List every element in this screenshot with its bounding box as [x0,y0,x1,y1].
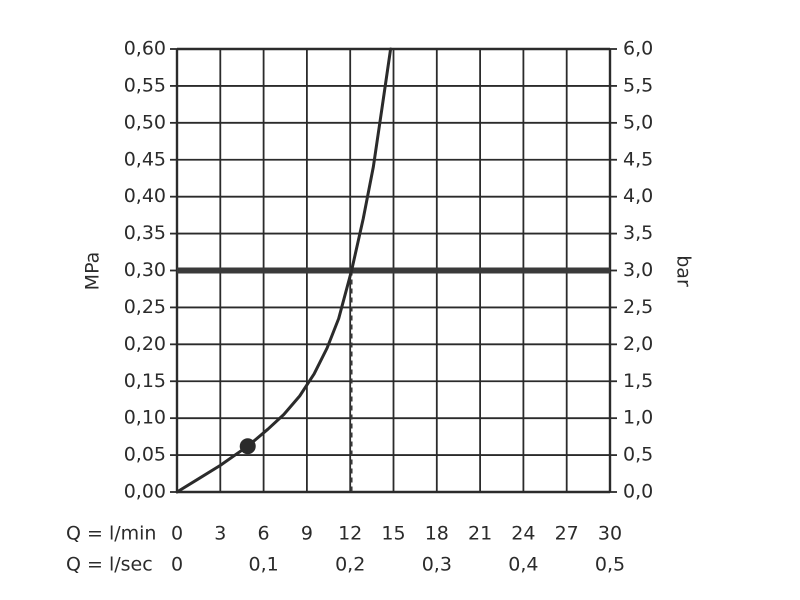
x-tick-label-lsec: 0,1 [248,554,278,576]
y-tick-label-right: 3,0 [623,259,653,281]
x-tick-label-lsec: 0,3 [422,554,452,576]
y-tick-label-left: 0,35 [124,222,166,244]
x-tick-label-lsec: 0,2 [335,554,365,576]
y-tick-label-right: 1,5 [623,370,653,392]
y-tick-label-right: 4,0 [623,185,653,207]
y-tick-label-left: 0,60 [124,38,166,60]
x-tick-label-lmin: 6 [258,523,270,545]
x-tick-label-lmin: 15 [381,523,405,545]
x-axis-row1-label: Q = l/min [66,523,156,545]
series-line [175,47,393,494]
y-tick-label-left: 0,45 [124,148,166,170]
data-point-marker [239,438,256,455]
x-tick-label-lmin: 18 [425,523,449,545]
x-tick-label-lmin: 30 [598,523,622,545]
y-tick-label-right: 2,0 [623,333,653,355]
x-tick-label-lmin: 27 [555,523,579,545]
series [175,47,610,494]
x-tick-label-lsec: 0,4 [508,554,538,576]
y-tick-label-left: 0,40 [124,185,166,207]
y-tick-label-left: 0,30 [124,259,166,281]
y-tick-label-left: 0,20 [124,333,166,355]
x-tick-label-lmin: 12 [338,523,362,545]
tick-labels: 0 3 6 9 12 15 18 21 24 27 300,00 0,00,05 0,50,10 1,00… [124,38,654,576]
y-axis-title-right: bar [673,255,695,287]
x-tick-label-lmin: 24 [511,523,535,545]
y-tick-label-right: 4,5 [623,148,653,170]
x-axis-row2-label: Q = l/sec [66,554,153,576]
y-tick-label-right: 3,5 [623,222,653,244]
y-tick-label-left: 0,00 [124,481,166,503]
y-tick-label-right: 5,5 [623,74,653,96]
y-tick-label-left: 0,55 [124,74,166,96]
y-tick-label-left: 0,10 [124,407,166,429]
y-axis-title-left: MPa [82,252,104,291]
x-tick-label-lmin: 0 [171,523,183,545]
y-tick-label-right: 2,5 [623,296,653,318]
y-tick-label-left: 0,05 [124,444,166,466]
x-tick-label-lsec: 0 [171,554,183,576]
x-tick-label-lmin: 3 [214,523,226,545]
y-tick-label-right: 6,0 [623,38,653,60]
y-tick-label-right: 0,5 [623,444,653,466]
y-tick-label-right: 1,0 [623,407,653,429]
y-tick-label-right: 0,0 [623,481,653,503]
x-tick-label-lsec: 0,5 [595,554,625,576]
x-tick-label-lmin: 9 [301,523,313,545]
y-tick-label-left: 0,50 [124,111,166,133]
y-tick-label-right: 5,0 [623,111,653,133]
y-tick-label-left: 0,15 [124,370,166,392]
y-tick-label-left: 0,25 [124,296,166,318]
x-tick-label-lmin: 21 [468,523,492,545]
